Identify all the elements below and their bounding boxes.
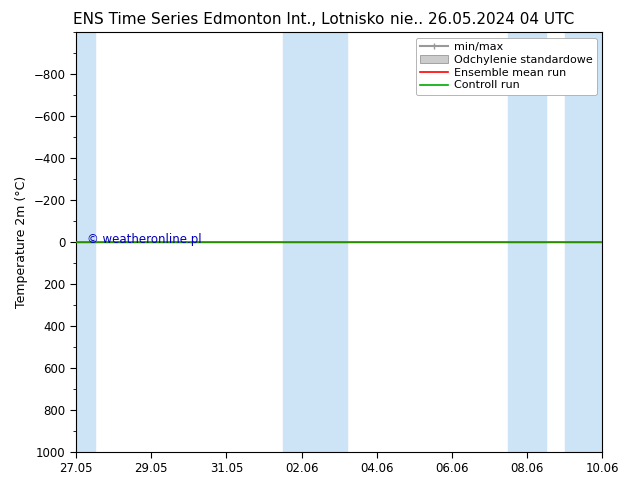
Text: ENS Time Series Edmonton Int., Lotnisko: ENS Time Series Edmonton Int., Lotnisko <box>72 12 384 27</box>
Bar <box>76 32 95 452</box>
Text: © weatheronline.pl: © weatheronline.pl <box>87 233 201 246</box>
Legend: min/max, Odchylenie standardowe, Ensemble mean run, Controll run: min/max, Odchylenie standardowe, Ensembl… <box>416 38 597 95</box>
Bar <box>565 32 602 452</box>
Bar <box>283 32 320 452</box>
Bar <box>508 32 546 452</box>
Text: nie.. 26.05.2024 04 UTC: nie.. 26.05.2024 04 UTC <box>390 12 574 27</box>
Y-axis label: Temperature 2m (°C): Temperature 2m (°C) <box>15 176 28 308</box>
Bar <box>320 32 347 452</box>
